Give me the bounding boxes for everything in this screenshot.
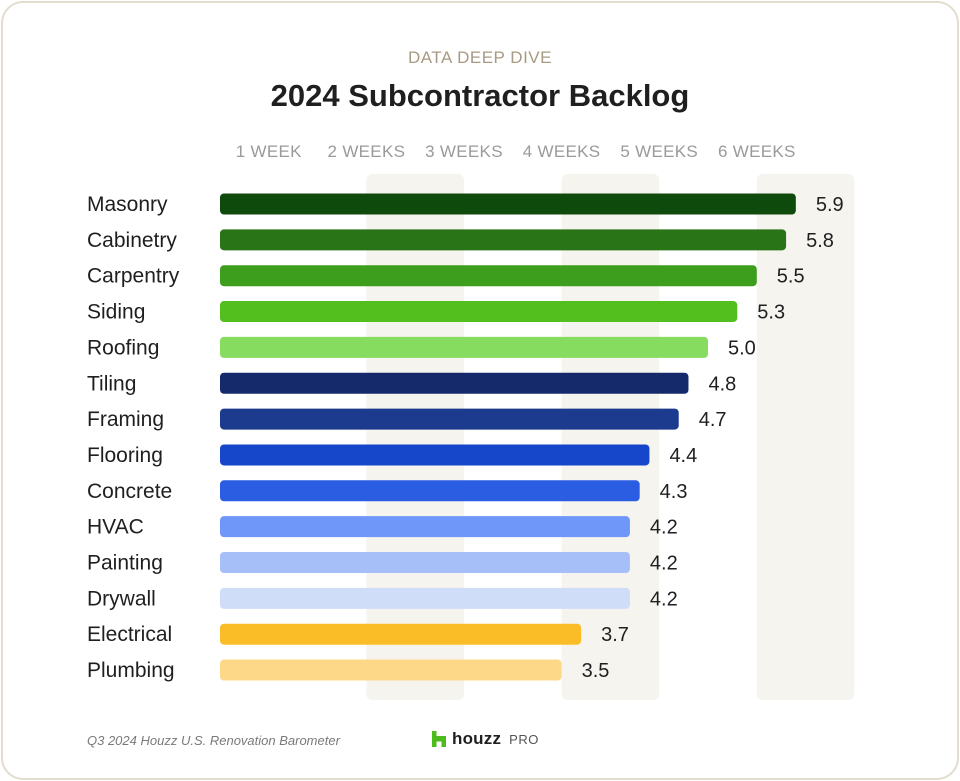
category-label: HVAC (87, 516, 144, 539)
category-label: Framing (87, 408, 164, 431)
x-tick-label: 6 WEEKS (718, 142, 796, 161)
value-label: 4.2 (650, 588, 678, 610)
x-tick-label: 3 WEEKS (425, 142, 503, 161)
value-label: 4.4 (669, 445, 697, 467)
value-label: 5.8 (806, 230, 834, 252)
category-label: Plumbing (87, 659, 175, 682)
bar (220, 587, 630, 609)
value-label: 5.0 (728, 337, 756, 359)
bar (220, 265, 757, 287)
houzz-icon (432, 731, 446, 747)
grid-band (756, 174, 855, 700)
category-label: Painting (87, 552, 163, 575)
bar (220, 229, 787, 251)
eyebrow-label: DATA DEEP DIVE (408, 48, 552, 67)
value-label: 4.7 (699, 409, 727, 431)
x-tick-label: 5 WEEKS (620, 142, 698, 161)
bar (220, 193, 796, 215)
category-label: Drywall (87, 587, 156, 610)
value-label: 5.3 (757, 302, 785, 324)
bar (220, 301, 738, 323)
value-label: 5.9 (816, 194, 844, 216)
value-label: 4.8 (708, 373, 736, 395)
chart-title: 2024 Subcontractor Backlog (270, 78, 690, 113)
category-label: Carpentry (87, 265, 180, 288)
x-tick-label: 1 WEEK (236, 142, 302, 161)
bars (220, 193, 796, 681)
category-label: Roofing (87, 336, 159, 359)
value-label: 4.2 (650, 553, 678, 575)
category-label: Cabinetry (87, 229, 177, 252)
grid-bands (366, 174, 855, 700)
bar (220, 408, 679, 430)
value-label: 5.5 (777, 266, 805, 288)
value-labels: 5.9 5.85.5 5.35.0 4.8 4.74.4 4.3 4.2 4.2 4.2 3.7 3… (582, 194, 844, 682)
value-label: 4.3 (660, 481, 688, 503)
source-note: Q3 2024 Houzz U.S. Renovation Barometer (87, 733, 340, 748)
category-label: Concrete (87, 480, 172, 503)
bar (220, 480, 640, 502)
bar (220, 659, 562, 681)
houzz-pro-logo: houzz PRO (432, 729, 539, 749)
bar (220, 336, 708, 358)
category-label: Electrical (87, 623, 172, 646)
value-label: 4.2 (650, 517, 678, 539)
bar (220, 516, 630, 538)
brand-name: houzz (452, 729, 502, 748)
bar (220, 444, 650, 466)
category-label: Masonry (87, 193, 168, 216)
brand-sub: PRO (509, 731, 539, 747)
x-tick-label: 4 WEEKS (523, 142, 601, 161)
bar (220, 623, 582, 645)
value-label: 3.7 (601, 624, 629, 646)
category-label: Siding (87, 301, 145, 324)
category-label: Tiling (87, 372, 136, 395)
x-tick-label: 2 WEEKS (328, 142, 406, 161)
category-labels: Masonry Cabinetry Carpentry Siding Roofing Ti… (87, 193, 180, 682)
grid-band (561, 174, 660, 700)
bar (220, 552, 630, 573)
grid-band (366, 174, 464, 700)
category-label: Flooring (87, 444, 163, 467)
x-axis-ticks: 1 WEEK 2 WEEKS 3 WEEKS 4 WEEKS 5 WEEKS 6 WEEK… (236, 142, 796, 161)
value-label: 3.5 (582, 660, 610, 682)
bar (220, 372, 689, 394)
